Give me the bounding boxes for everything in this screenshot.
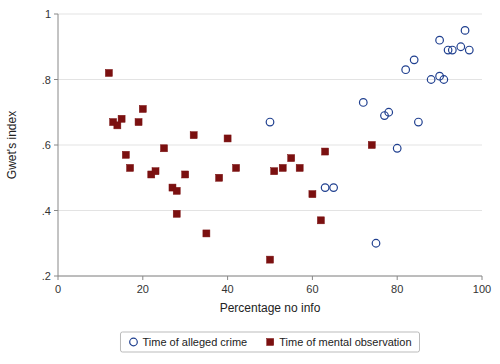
- point: [203, 230, 210, 237]
- point: [105, 69, 112, 76]
- legend-item: Time of mental observation: [267, 336, 412, 348]
- point: [267, 256, 274, 263]
- point: [402, 66, 410, 74]
- point: [317, 217, 324, 224]
- point: [173, 187, 180, 194]
- y-tick-label: .6: [42, 139, 51, 151]
- point: [457, 43, 465, 51]
- point: [114, 122, 121, 129]
- series: [105, 69, 375, 263]
- x-axis-line: [58, 276, 482, 277]
- x-tick-label: 20: [137, 283, 149, 295]
- x-tick: [397, 276, 398, 280]
- point: [139, 105, 146, 112]
- x-tick: [58, 276, 59, 280]
- legend: Time of alleged crime Time of mental obse…: [120, 332, 419, 352]
- x-tick-label: 40: [221, 283, 233, 295]
- point: [465, 46, 473, 54]
- point: [233, 164, 240, 171]
- point: [436, 36, 444, 44]
- chart: .2 .4 .6 .8 1 0 20 40 60 80 100 Percentage no info G…: [0, 0, 500, 364]
- grid-line: [58, 14, 482, 15]
- point: [321, 184, 329, 192]
- point: [182, 171, 189, 178]
- point: [135, 119, 142, 126]
- y-tick: [54, 79, 58, 80]
- grid-line: [58, 79, 482, 80]
- legend-label: Time of mental observation: [279, 336, 411, 348]
- series: [266, 27, 473, 247]
- legend-label: Time of alleged crime: [142, 336, 247, 348]
- grid-line: [58, 210, 482, 211]
- point: [216, 174, 223, 181]
- point: [190, 132, 197, 139]
- x-tick-label: 0: [55, 283, 61, 295]
- grid: [58, 14, 482, 276]
- axes: .2 .4 .6 .8 1 0 20 40 60 80 100: [42, 8, 491, 295]
- point: [266, 118, 274, 126]
- point: [122, 151, 129, 158]
- point: [372, 239, 380, 247]
- y-tick: [54, 14, 58, 15]
- point: [330, 184, 338, 192]
- x-tick-label: 80: [391, 283, 403, 295]
- x-tick: [312, 276, 313, 280]
- point: [385, 108, 393, 116]
- y-tick-label: .4: [42, 205, 51, 217]
- y-tick-label: 1: [45, 8, 51, 20]
- point: [393, 144, 401, 152]
- point: [309, 191, 316, 198]
- point: [368, 142, 375, 149]
- point: [415, 118, 423, 126]
- point: [322, 148, 329, 155]
- point: [271, 168, 278, 175]
- y-tick: [54, 210, 58, 211]
- point: [449, 46, 457, 54]
- point: [296, 164, 303, 171]
- x-tick: [482, 276, 483, 280]
- y-tick-label: .8: [42, 74, 51, 86]
- x-axis-label: Percentage no info: [220, 301, 321, 315]
- y-tick: [54, 145, 58, 146]
- grid-line: [58, 145, 482, 146]
- legend-swatch: [267, 339, 274, 346]
- point: [118, 115, 125, 122]
- point: [410, 56, 418, 64]
- point: [224, 135, 231, 142]
- y-tick-label: .2: [42, 270, 51, 282]
- points: [105, 27, 473, 264]
- grid-line: [58, 276, 482, 277]
- point: [279, 164, 286, 171]
- point: [461, 27, 469, 35]
- point: [127, 164, 134, 171]
- point: [173, 210, 180, 217]
- point: [152, 168, 159, 175]
- x-tick-label: 60: [306, 283, 318, 295]
- point: [161, 145, 168, 152]
- point: [288, 155, 295, 162]
- point: [359, 99, 367, 107]
- y-axis-label: Gwet's index: [5, 111, 19, 179]
- x-tick: [142, 276, 143, 280]
- legend-swatch: [130, 338, 138, 346]
- x-tick-label: 100: [473, 283, 491, 295]
- legend-frame: [120, 332, 419, 352]
- point: [427, 76, 435, 84]
- legend-item: Time of alleged crime: [130, 336, 248, 348]
- y-axis-line: [58, 14, 59, 276]
- x-tick: [227, 276, 228, 280]
- y-tick: [54, 276, 58, 277]
- point: [440, 76, 448, 84]
